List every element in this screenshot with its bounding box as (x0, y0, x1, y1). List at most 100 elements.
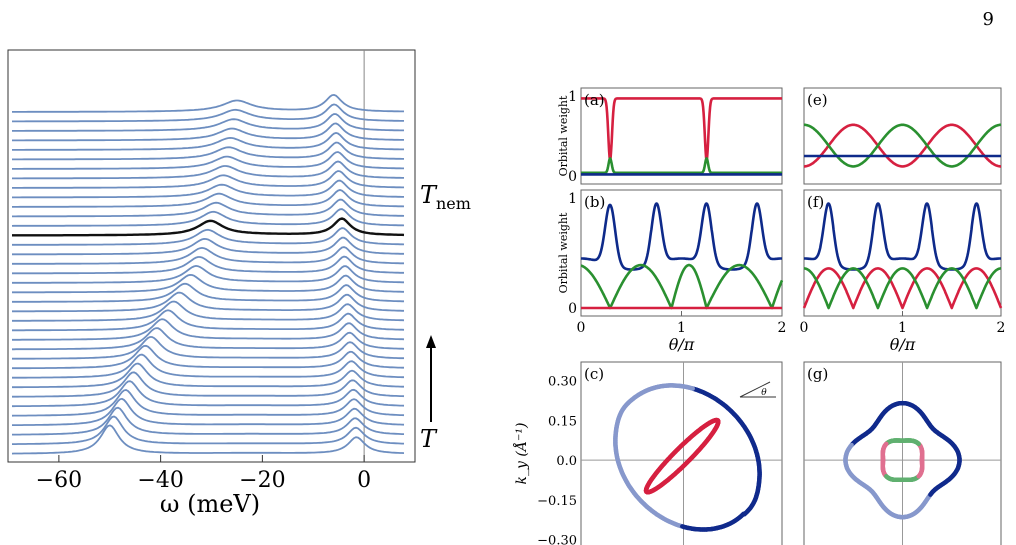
panel-c-y-tick-label: 0.30 (548, 375, 577, 390)
panel-c-y-label: k_y (Å⁻¹) (512, 423, 530, 485)
waterfall-curve (12, 246, 404, 265)
panel-c-y-tick-label: −0.15 (537, 494, 577, 509)
panel-f-series-0 (803, 202, 1002, 271)
panel-e-series-1 (803, 123, 1002, 168)
panel-b-x-tick-label: 1 (677, 320, 686, 336)
panel-b-x-tick-label: 2 (778, 320, 787, 336)
waterfall-curve (12, 189, 405, 208)
waterfall-curve (12, 362, 404, 389)
inset-angle-ray (739, 381, 771, 398)
waterfall-curve (12, 198, 405, 218)
waterfall-curve (12, 397, 405, 426)
panel-c-frame (580, 361, 783, 545)
panel-b-x-tick-label: 0 (577, 320, 586, 336)
panel-f-label: (f) (807, 193, 824, 211)
waterfall-frame (7, 49, 416, 463)
panel-b-label: (b) (584, 193, 605, 211)
waterfall-curve (12, 291, 404, 313)
panel-b-y-label: Orbital weight (557, 212, 570, 293)
panel-b-series-0 (580, 202, 783, 271)
waterfall-panel: −60 −40 −20 0 ω (meV) T nem T (7, 49, 471, 518)
waterfall-curve (12, 406, 404, 436)
panel-a-label: (a) (584, 91, 605, 109)
tnem-subscript: nem (436, 194, 471, 213)
waterfall-curve (12, 309, 405, 332)
panel-c-y-tick-label: 0.0 (556, 454, 577, 469)
waterfall-curve (12, 236, 404, 256)
panel-a-y-label: Orbital weight (557, 95, 570, 176)
panel-a-frame (580, 87, 783, 185)
waterfall-x-tick-label: −20 (239, 468, 285, 493)
panel-f: (f) 0 1 2 θ/π (800, 189, 1006, 354)
waterfall-x-label: ω (meV) (160, 490, 260, 518)
panel-b-y-tick-label: 0 (568, 301, 577, 317)
waterfall-curve (12, 113, 404, 132)
panel-f-x-tick-label: 1 (898, 320, 907, 336)
waterfall-curve (12, 255, 404, 275)
waterfall-curve (12, 336, 404, 360)
waterfall-curve (12, 353, 404, 379)
waterfall-curve (11, 208, 405, 227)
waterfall-curve (12, 93, 404, 113)
panel-c-label: (c) (584, 365, 604, 383)
waterfall-curve (12, 282, 404, 303)
page-number: 9 (983, 9, 994, 30)
panel-b-y-tick-label: 1 (568, 191, 577, 207)
panel-a-y-tick-label: 1 (568, 89, 577, 105)
waterfall-x-tick-label: −60 (36, 468, 82, 493)
waterfall-curve (12, 327, 405, 351)
waterfall-x-tick-label: 0 (357, 468, 371, 493)
waterfall-curve-nematic (12, 217, 405, 237)
waterfall-curve (12, 131, 404, 151)
waterfall-curve (12, 415, 404, 445)
waterfall-curve (11, 389, 405, 417)
waterfall-curve (12, 264, 404, 284)
panel-c-y-tick-label: 0.15 (548, 414, 577, 429)
waterfall-curve (12, 318, 405, 341)
outer-fermi-contour (740, 511, 746, 518)
panel-c-y-tick-label: −0.30 (537, 534, 577, 545)
waterfall-x-tick-label: −40 (137, 468, 183, 493)
waterfall-curve (12, 122, 404, 142)
waterfall-curve (12, 380, 405, 408)
panel-b: (b) 0 1 Orbital weight 0 1 2 θ/π (557, 189, 787, 354)
panel-a-series-1 (580, 157, 783, 175)
waterfall-curve (11, 424, 405, 455)
waterfall-curve (12, 344, 404, 370)
panel-g: (g) (803, 361, 1002, 545)
panel-b-x-label: θ/π (669, 335, 695, 354)
waterfall-curve (12, 170, 404, 189)
waterfall-curve (12, 160, 404, 180)
t-label: T (420, 425, 438, 453)
waterfall-curve (12, 300, 405, 322)
waterfall-curve (12, 141, 404, 161)
waterfall-curve (12, 151, 404, 170)
waterfall-curve (12, 227, 405, 246)
temperature-arrow-head (426, 335, 436, 348)
panel-e-series-0 (803, 123, 1002, 168)
panel-e-label: (e) (807, 91, 828, 109)
panel-c: 0.30 0.15 0.0 −0.15 −0.30 k_y (Å⁻¹) θ (c) (512, 361, 783, 545)
tnem-label: T (420, 181, 438, 209)
waterfall-curve (12, 273, 404, 294)
panel-g-label: (g) (807, 365, 828, 383)
panel-f-x-label: θ/π (890, 335, 916, 354)
panel-e: (e) (803, 87, 1002, 185)
waterfall-x-ticks: −60 −40 −20 0 (36, 455, 371, 493)
waterfall-curves (11, 50, 405, 462)
temperature-arrow: T (420, 335, 438, 453)
panel-b-series-1 (580, 263, 784, 310)
tnem-annotation: T nem (420, 181, 471, 213)
panel-f-x-tick-label: 0 (800, 320, 809, 336)
panel-f-x-tick-label: 2 (997, 320, 1006, 336)
inset-angle-label: θ (761, 388, 767, 398)
panel-f-series-1 (802, 267, 1003, 310)
waterfall-curve (12, 179, 404, 199)
panel-a-y-tick-label: 0 (568, 169, 577, 185)
waterfall-curve (12, 103, 404, 123)
panel-e-frame (803, 87, 1002, 185)
waterfall-curve (12, 371, 405, 398)
